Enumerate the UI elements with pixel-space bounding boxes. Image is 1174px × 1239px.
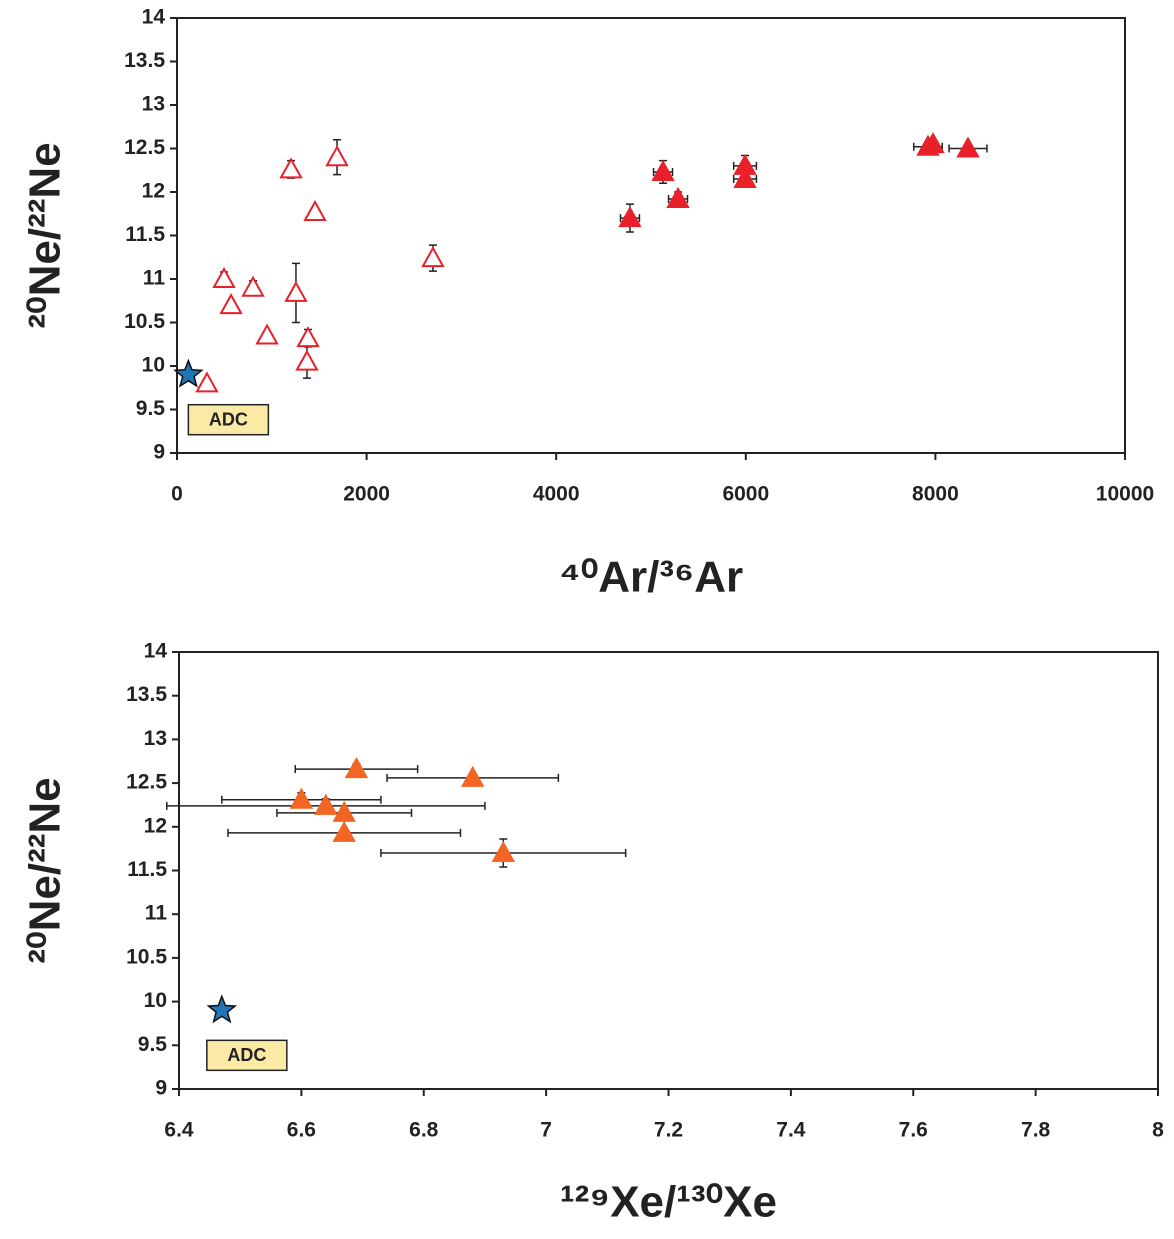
x-tick-label: 7.4 xyxy=(776,1119,806,1142)
triangle-marker xyxy=(666,186,690,208)
triangle-marker xyxy=(314,793,338,815)
open-triangle-marker xyxy=(212,266,236,288)
y-tick-label: 10 xyxy=(144,989,167,1012)
y-tick-label: 9.5 xyxy=(138,1033,168,1056)
plot-area xyxy=(178,651,1159,1090)
x-tick-label: 8000 xyxy=(912,483,959,506)
y-tick-label: 10 xyxy=(142,354,165,377)
y-tick-label: 14 xyxy=(144,640,168,663)
y-tick-label: 13 xyxy=(142,93,165,116)
x-axis-label: ⁴⁰Ar/³⁶Ar xyxy=(559,553,743,602)
open-triangle-marker xyxy=(195,371,219,393)
open-triangle-marker xyxy=(296,326,320,348)
x-tick-label: 7.6 xyxy=(899,1119,928,1142)
y-tick-label: 11 xyxy=(143,267,166,290)
triangle-marker xyxy=(289,787,314,809)
x-tick-label: 8 xyxy=(1152,1119,1164,1142)
open-triangle-marker xyxy=(325,145,349,167)
x-axis-label: ¹²⁹Xe/¹³⁰Xe xyxy=(560,1178,777,1227)
triangle-marker xyxy=(332,820,356,842)
x-tick-label: 4000 xyxy=(533,483,580,506)
y-tick-label: 9 xyxy=(155,1077,167,1100)
x-tick-label: 6.4 xyxy=(164,1119,194,1142)
open-triangle-marker xyxy=(295,349,319,371)
triangle-marker xyxy=(733,166,757,188)
open-triangle-marker xyxy=(279,157,303,179)
annotation: ADC xyxy=(227,1045,266,1065)
star-marker xyxy=(206,994,238,1024)
annotation: ADC xyxy=(209,409,248,429)
plot-area xyxy=(176,17,1126,454)
triangle-marker xyxy=(491,840,515,863)
y-tick-label: 9.5 xyxy=(136,397,166,420)
triangle-marker xyxy=(461,765,485,787)
x-tick-label: 6000 xyxy=(722,483,769,506)
x-tick-label: 2000 xyxy=(343,483,390,506)
x-tick-label: 7.2 xyxy=(654,1119,683,1142)
y-tick-label: 13.5 xyxy=(124,49,165,72)
open-triangle-marker xyxy=(255,323,279,345)
x-tick-label: 7.8 xyxy=(1021,1119,1051,1142)
y-tick-label: 12.5 xyxy=(124,136,165,159)
annotation-box xyxy=(206,1039,288,1072)
y-tick-label: 12 xyxy=(142,180,165,203)
open-triangle-marker xyxy=(421,246,445,268)
y-tick-label: 11 xyxy=(145,902,168,925)
y-tick-label: 11.5 xyxy=(125,223,165,246)
triangle-marker xyxy=(921,132,945,154)
open-triangle-marker xyxy=(284,280,308,302)
triangle-marker xyxy=(332,800,356,822)
open-triangle-marker xyxy=(219,293,243,315)
y-tick-label: 10.5 xyxy=(124,310,165,333)
triangle-marker xyxy=(344,757,369,779)
star-marker xyxy=(173,358,204,388)
y-axis-label: ²⁰Ne/²²Ne xyxy=(21,777,70,963)
triangle-marker xyxy=(956,136,980,158)
y-tick-label: 13.5 xyxy=(126,683,167,706)
x-tick-label: 6.8 xyxy=(409,1119,439,1142)
y-tick-label: 10.5 xyxy=(126,945,167,968)
y-tick-label: 12 xyxy=(144,814,167,837)
annotation-box xyxy=(187,403,270,436)
open-triangle-marker xyxy=(241,275,265,297)
y-tick-label: 12.5 xyxy=(126,771,167,794)
triangle-marker xyxy=(618,206,642,228)
open-triangle-marker xyxy=(303,199,327,222)
y-axis-label: ²⁰Ne/²²Ne xyxy=(21,142,70,328)
triangle-marker xyxy=(651,159,675,181)
y-tick-label: 14 xyxy=(142,6,166,29)
x-tick-label: 7 xyxy=(540,1119,552,1142)
y-tick-label: 13 xyxy=(144,727,167,750)
x-tick-label: 0 xyxy=(171,483,183,506)
y-tick-label: 9 xyxy=(153,441,165,464)
y-tick-label: 11.5 xyxy=(127,858,167,881)
x-tick-label: 6.6 xyxy=(287,1119,316,1142)
x-tick-label: 10000 xyxy=(1096,483,1154,506)
